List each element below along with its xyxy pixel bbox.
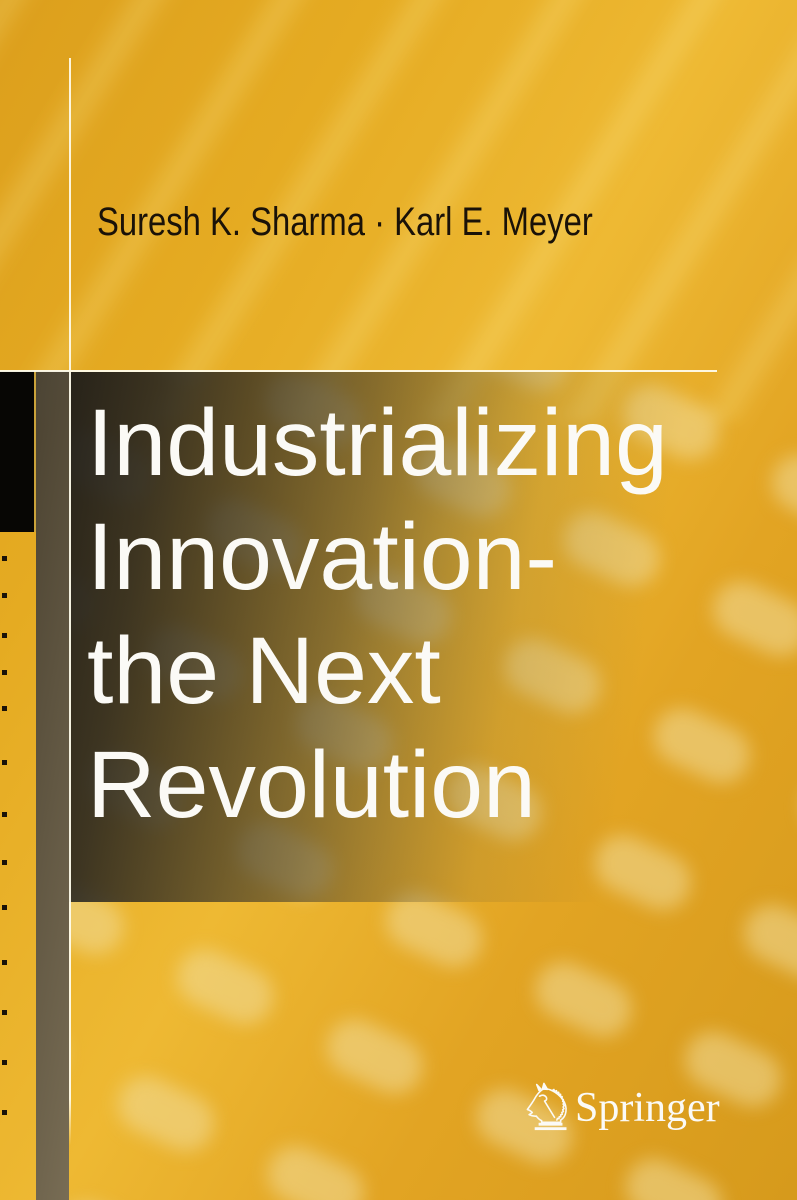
svg-text:Springer: Springer [575, 1085, 720, 1131]
